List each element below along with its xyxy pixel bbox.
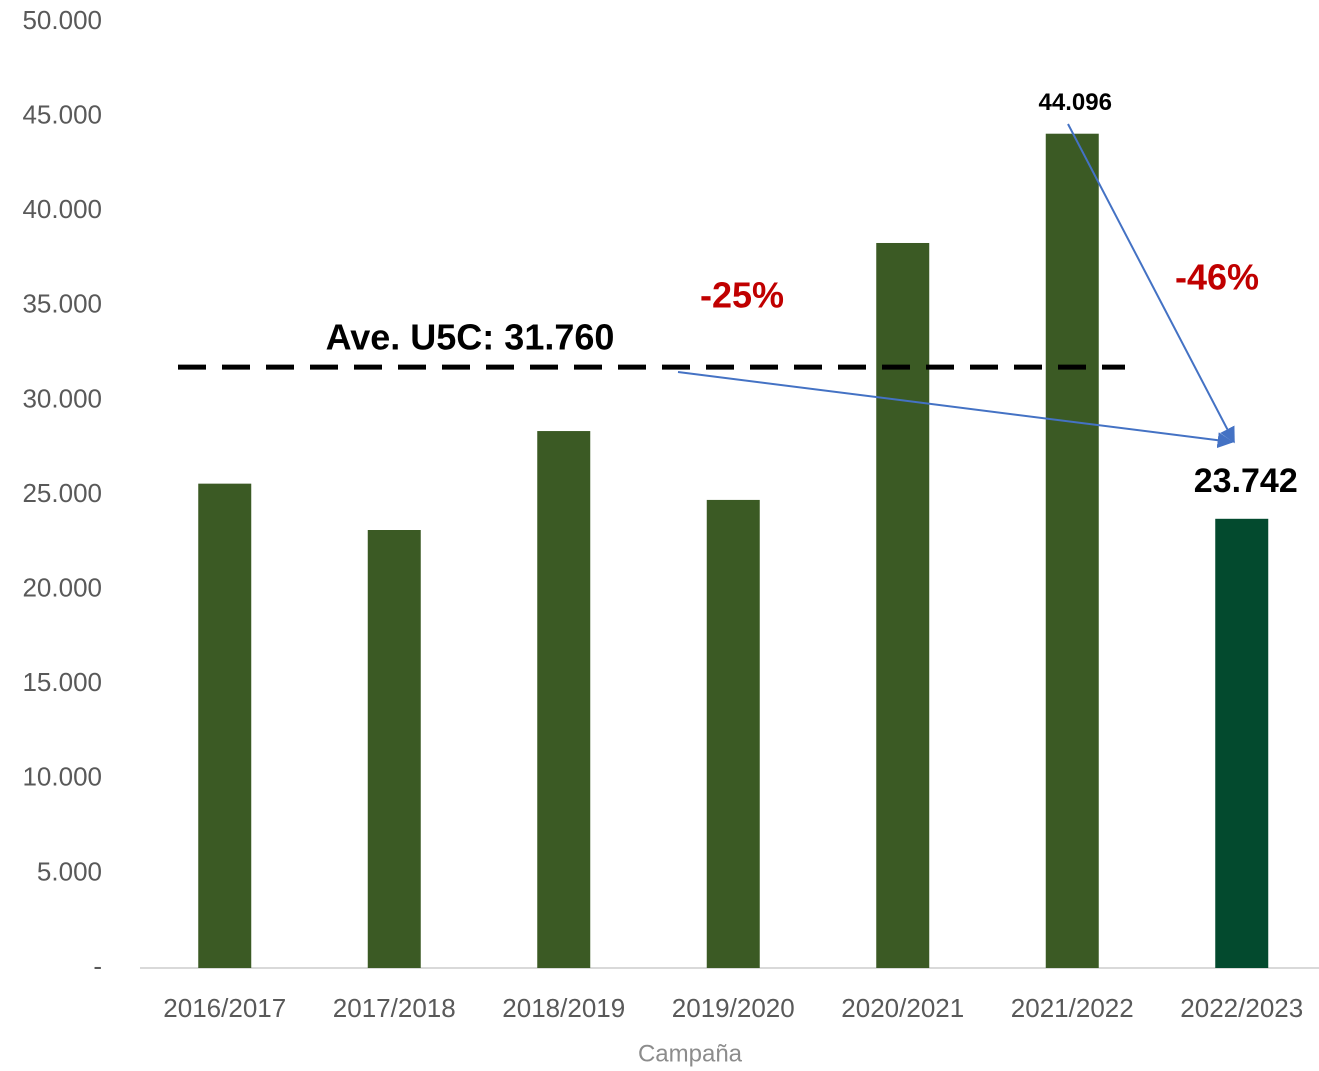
bar (537, 431, 591, 968)
y-tick-label: 20.000 (22, 572, 102, 602)
y-tick-label: - (93, 951, 102, 981)
average-label: Ave. U5C: 31.760 (326, 317, 615, 358)
bar (706, 499, 760, 968)
y-tick-label: 30.000 (22, 383, 102, 413)
x-tick-label: 2019/2020 (672, 993, 795, 1023)
x-tick-label: 2017/2018 (333, 993, 456, 1023)
data-label: 23.742 (1194, 462, 1298, 500)
x-tick-label: 2021/2022 (1011, 993, 1134, 1023)
bar (1215, 518, 1269, 968)
arrow (677, 371, 1234, 449)
bar (1045, 133, 1099, 968)
annotation: -46% (1175, 257, 1259, 298)
bar (876, 242, 930, 968)
y-tick-label: 15.000 (22, 667, 102, 697)
annotation: -25% (700, 275, 784, 316)
y-tick-label: 10.000 (22, 762, 102, 792)
x-tick-label: 2020/2021 (841, 993, 964, 1023)
y-tick-label: 40.000 (22, 194, 102, 224)
y-tick-label: 50.000 (22, 5, 102, 35)
data-label: 44.096 (1039, 89, 1112, 116)
bar (367, 530, 421, 968)
y-tick-label: 25.000 (22, 478, 102, 508)
y-tick-label: 35.000 (22, 289, 102, 319)
x-axis-label: Campaña (638, 1040, 743, 1067)
x-tick-label: 2018/2019 (502, 993, 625, 1023)
y-tick-label: 45.000 (22, 99, 102, 129)
arrow (1067, 123, 1235, 444)
bar (198, 483, 252, 968)
x-tick-label: 2022/2023 (1180, 993, 1303, 1023)
y-tick-label: 5.000 (37, 856, 102, 886)
x-tick-label: 2016/2017 (163, 993, 286, 1023)
